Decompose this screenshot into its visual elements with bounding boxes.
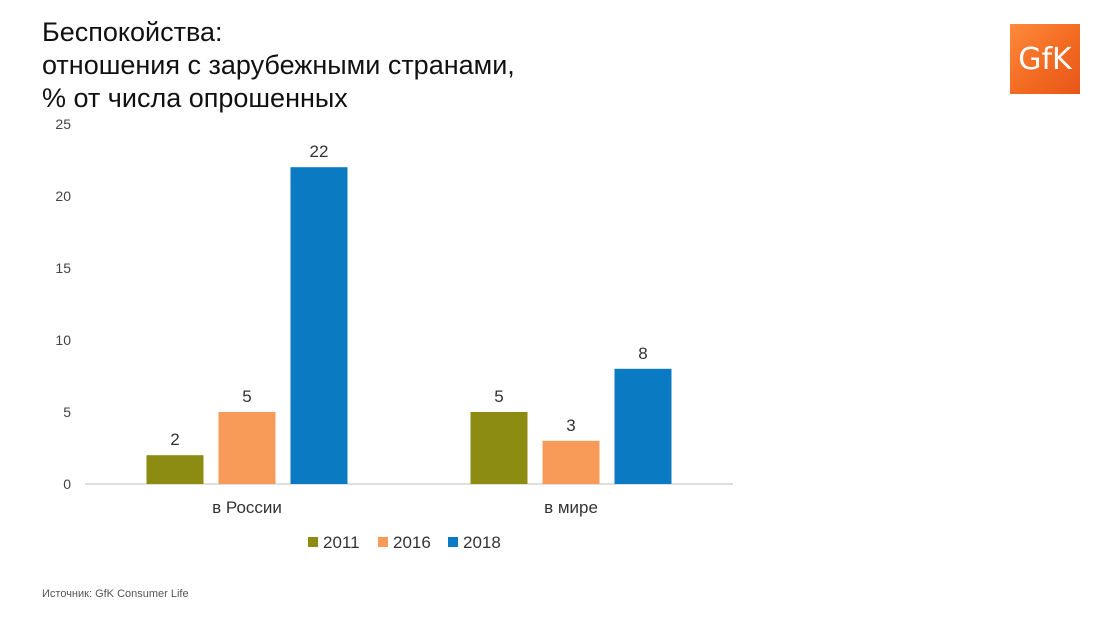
legend-label-2016: 2016: [393, 533, 431, 552]
data-label: 22: [310, 142, 329, 161]
legend-label-2011: 2011: [323, 533, 360, 552]
x-category-label: в мире: [544, 498, 598, 517]
data-label: 2: [170, 430, 179, 449]
data-label: 8: [638, 344, 647, 363]
y-tick-label: 10: [55, 332, 71, 348]
legend-label-2018: 2018: [463, 533, 501, 552]
y-tick-label: 15: [55, 260, 71, 276]
chart-title: Беспокойства: отношения с зарубежными ст…: [42, 16, 515, 115]
y-tick-label: 25: [55, 116, 71, 132]
bar-2018-2: [614, 368, 672, 484]
y-tick-label: 20: [55, 188, 71, 204]
y-tick-label: 5: [63, 404, 71, 420]
source-note: Источник: GfK Consumer Life: [42, 588, 189, 600]
data-label: 5: [494, 387, 503, 406]
legend-swatch-2016: [378, 537, 388, 547]
x-category-label: в России: [212, 498, 282, 517]
bar-2018-1: [290, 167, 348, 484]
title-line-1: Беспокойства:: [42, 17, 223, 47]
bar-2016-1: [218, 412, 276, 484]
data-label: 3: [566, 416, 575, 435]
data-label: 5: [242, 387, 251, 406]
y-tick-label: 0: [63, 476, 71, 492]
legend-swatch-2018: [448, 537, 458, 547]
title-line-2: отношения с зарубежными странами,: [42, 50, 515, 80]
gfk-logo: GfK: [1010, 24, 1080, 94]
bar-2011-2: [470, 412, 528, 484]
gfk-logo-text: GfK: [1018, 41, 1072, 77]
bar-2011-1: [146, 455, 204, 484]
bar-2016-2: [542, 440, 600, 484]
legend-swatch-2011: [308, 537, 318, 547]
title-line-3: % от числа опрошенных: [42, 83, 348, 113]
